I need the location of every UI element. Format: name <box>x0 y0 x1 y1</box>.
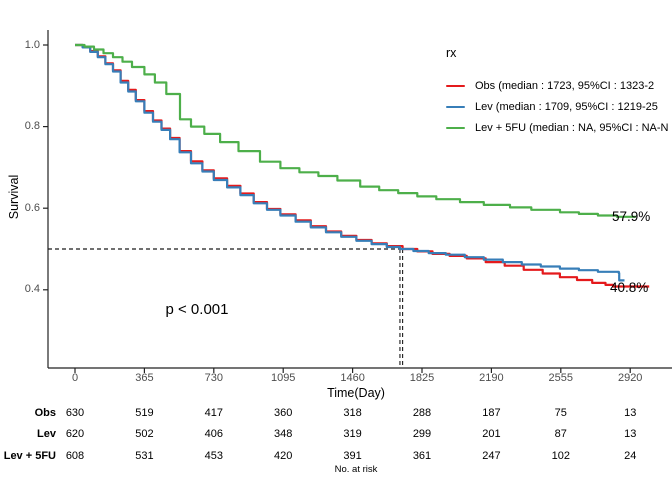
risk-value: 299 <box>412 428 432 440</box>
risk-value: 519 <box>135 406 154 419</box>
x-tick-label: 2555 <box>548 372 574 384</box>
x-tick-label: 365 <box>135 372 154 384</box>
survival-curve-obs <box>75 43 650 288</box>
risk-value: 102 <box>551 449 570 462</box>
risk-table-caption: No. at risk <box>334 464 378 475</box>
risk-row-label: Lev + 5FU <box>3 449 56 462</box>
risk-value: 318 <box>343 406 362 419</box>
risk-row-label: Obs <box>34 406 56 419</box>
risk-value: 453 <box>204 449 223 462</box>
risk-value: 391 <box>343 449 362 462</box>
obs-legend-key-line <box>446 84 465 88</box>
risk-value: 360 <box>274 406 293 419</box>
risk-value: 531 <box>135 449 154 462</box>
risk-value: 288 <box>412 406 432 419</box>
lev-legend-key-line <box>446 105 465 109</box>
risk-value: 348 <box>274 428 293 440</box>
x-tick-label: 1460 <box>340 372 365 384</box>
x-tick-label: 2920 <box>617 372 643 384</box>
risk-value: 417 <box>204 406 223 419</box>
risk-value: 406 <box>204 428 223 440</box>
legend-title: rx <box>446 46 457 60</box>
p-value-annotation: p < 0.001 <box>165 301 229 318</box>
x-tick-label: 1095 <box>270 372 296 384</box>
x-tick-label: 1825 <box>409 372 435 384</box>
risk-value: 319 <box>343 428 362 440</box>
risk-row-label: Lev <box>37 428 56 440</box>
y-tick-label: 0.6 <box>24 201 40 214</box>
risk-value: 630 <box>65 406 85 419</box>
x-tick-label: 0 <box>71 372 79 384</box>
y-axis-title: Survival <box>7 174 21 220</box>
risk-value: 87 <box>554 428 567 440</box>
obs-end-percent-label: 40.8% <box>610 280 649 295</box>
risk-value: 13 <box>624 428 637 440</box>
risk-value: 620 <box>65 428 85 440</box>
risk-value: 502 <box>135 428 154 440</box>
x-tick-label: 2190 <box>479 372 504 384</box>
survival-curve-lev-5fu <box>75 43 636 218</box>
y-tick-label: 0.8 <box>24 120 40 133</box>
legend-item-lev: Lev (median : 1709, 95%CI : 1219-25 <box>446 100 658 114</box>
risk-value: 187 <box>482 406 501 419</box>
lev5fu-legend-key-line <box>446 126 465 130</box>
risk-value: 361 <box>412 449 432 462</box>
risk-value: 24 <box>624 449 637 462</box>
y-tick-label: 0.4 <box>24 283 40 296</box>
legend-item-lev5fu: Lev + 5FU (median : NA, 95%CI : NA-N <box>446 121 668 135</box>
legend-item-label: Lev (median : 1709, 95%CI : 1219-25 <box>475 101 658 113</box>
legend-item-label: Lev + 5FU (median : NA, 95%CI : NA-N <box>475 122 669 134</box>
risk-value: 420 <box>274 449 293 462</box>
legend-item-label: Obs (median : 1723, 95%CI : 1323-2 <box>475 80 655 92</box>
risk-value: 608 <box>65 449 85 462</box>
legend-item-obs: Obs (median : 1723, 95%CI : 1323-2 <box>446 79 654 93</box>
risk-value: 201 <box>482 428 501 440</box>
x-axis-title: Time(Day) <box>327 386 385 400</box>
risk-value: 75 <box>554 406 567 419</box>
lev5fu-end-percent-label: 57.9% <box>612 209 651 224</box>
y-tick-label: 1.0 <box>24 38 40 51</box>
risk-value: 13 <box>624 406 637 419</box>
x-tick-label: 730 <box>204 372 223 384</box>
survival-curve-lev <box>75 43 625 282</box>
risk-value: 247 <box>482 449 501 462</box>
